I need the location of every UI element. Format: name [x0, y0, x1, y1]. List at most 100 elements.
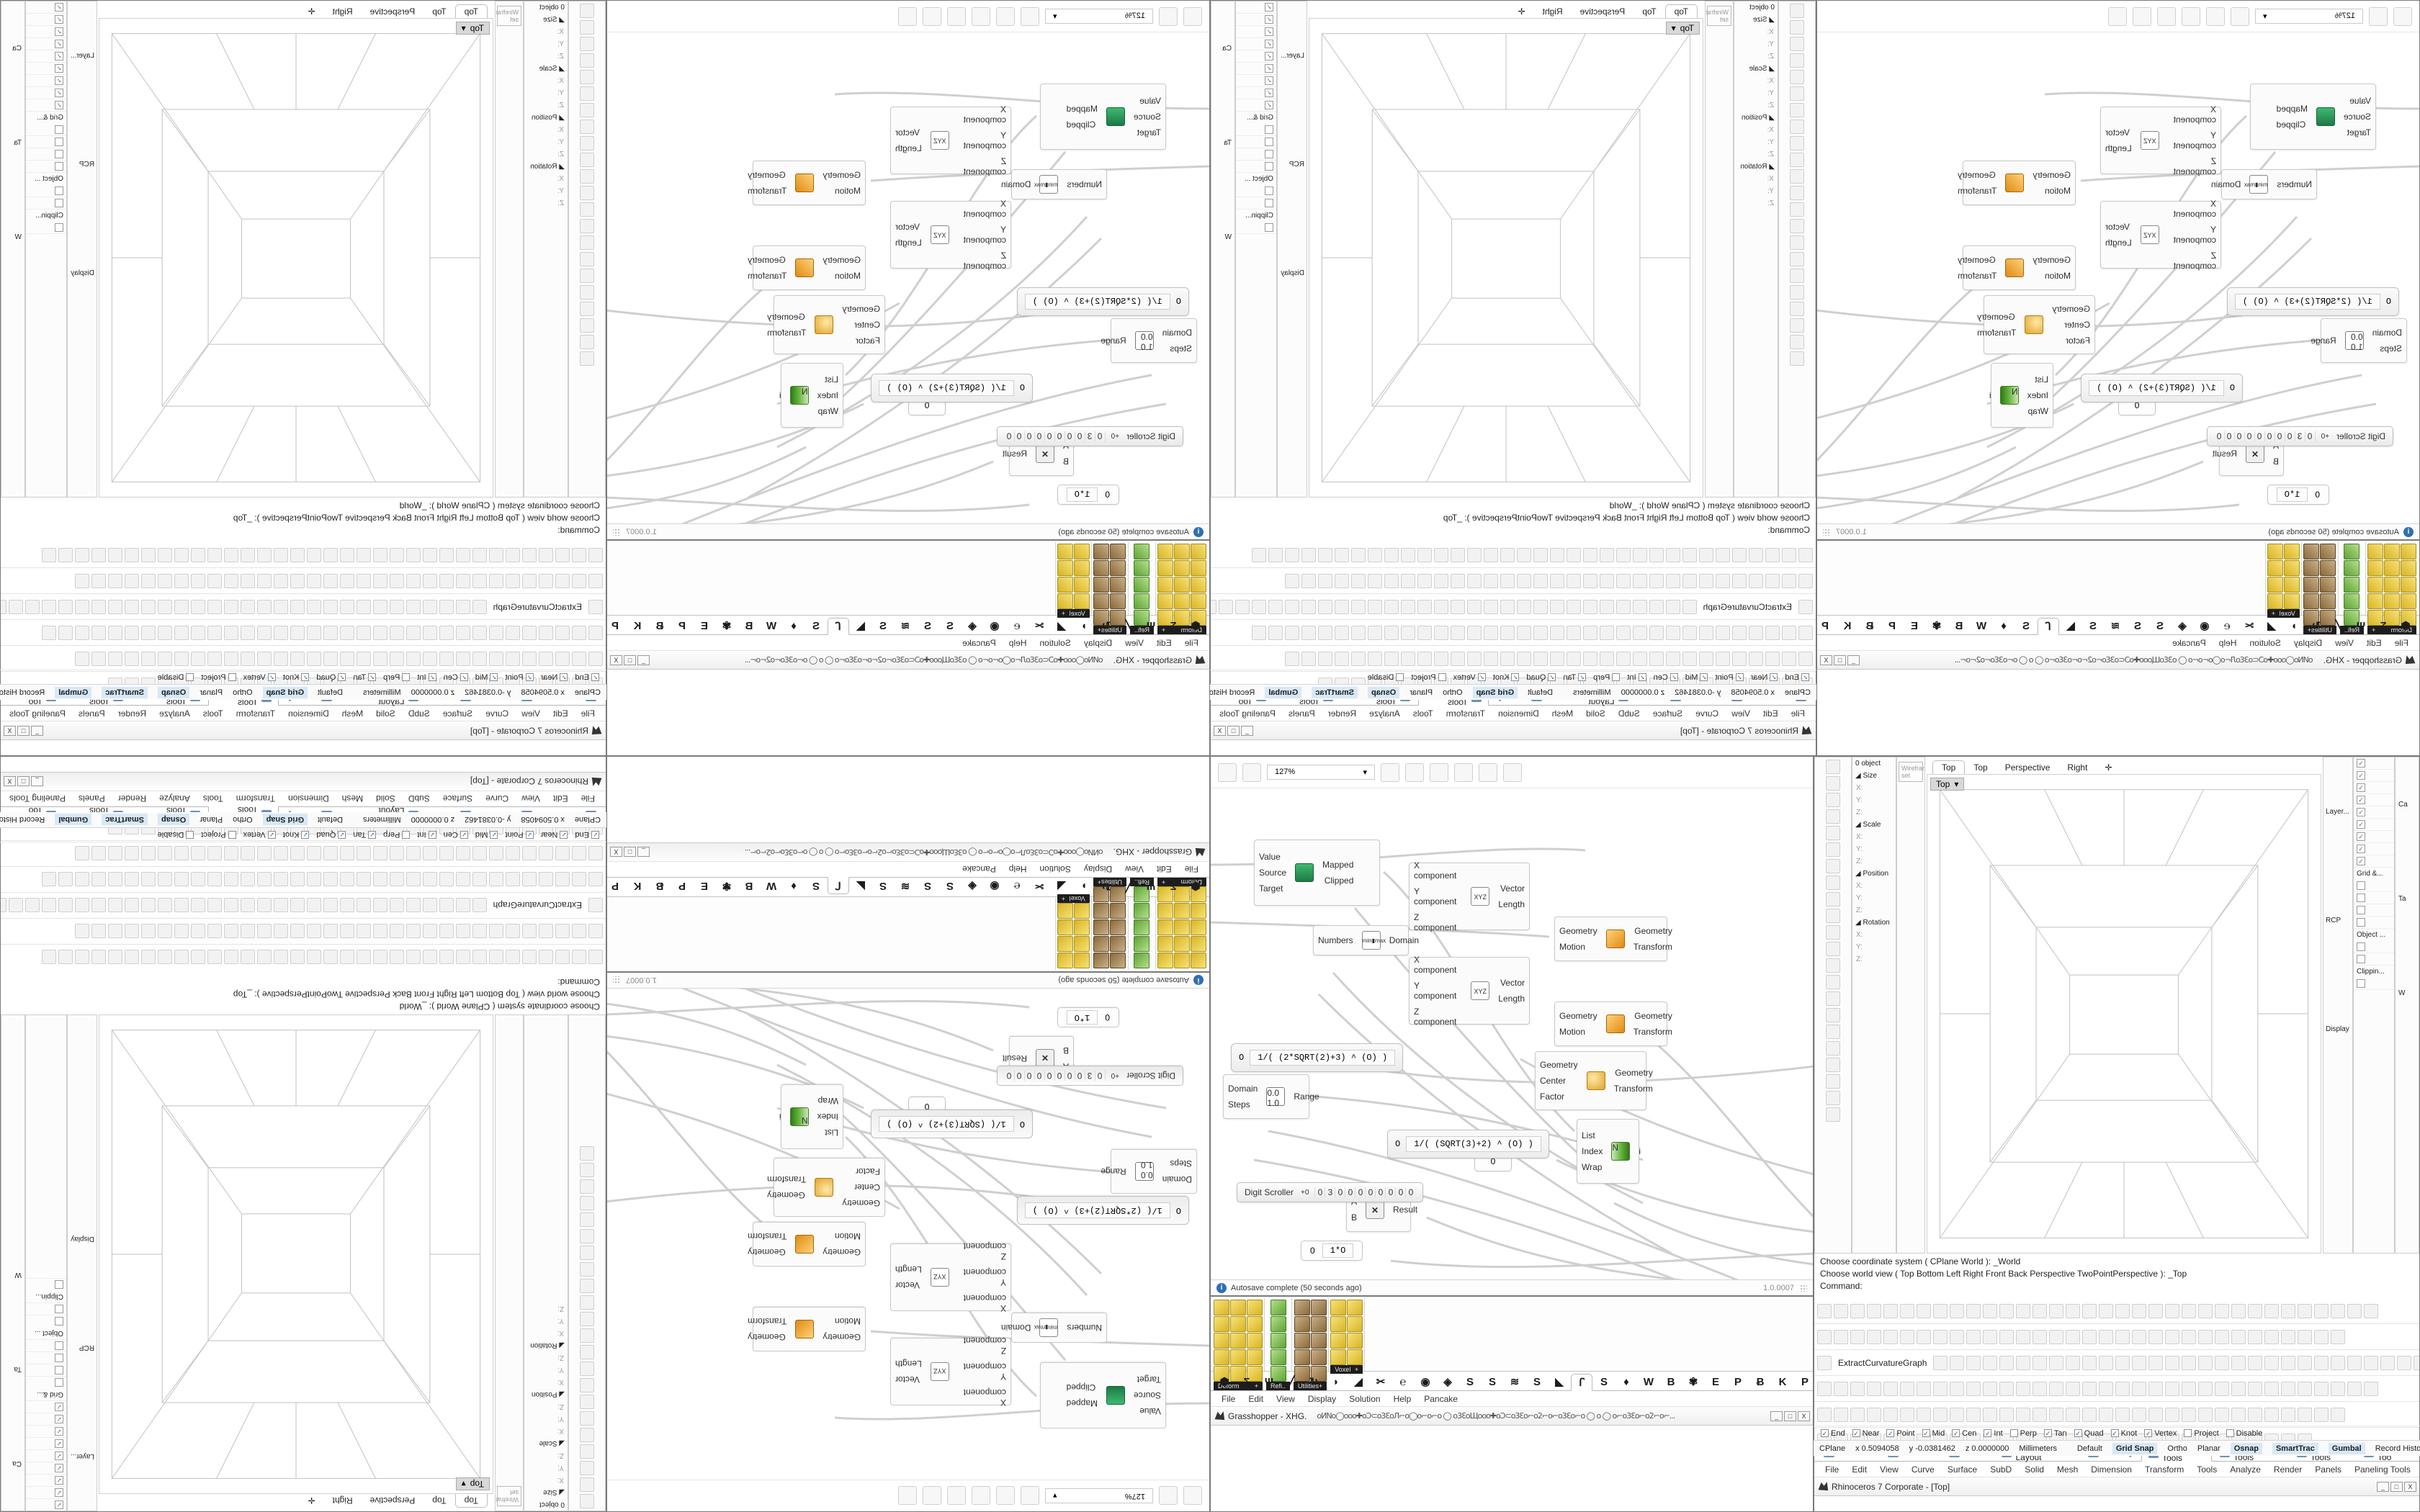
node-input-port[interactable]: Y component: [963, 1267, 1006, 1287]
toolbar-icon[interactable]: [1500, 573, 1515, 588]
left-tool-dock[interactable]: [1778, 1, 1816, 498]
node-output-port[interactable]: Vector: [1500, 883, 1525, 894]
dock-tool-icon[interactable]: [580, 1229, 594, 1243]
node-input-port[interactable]: Geometry: [1559, 926, 1597, 936]
dock-tool-icon[interactable]: [1826, 991, 1840, 1006]
dock-tool-icon[interactable]: [580, 153, 594, 167]
node-input-port[interactable]: List: [825, 374, 838, 384]
dock-tool-icon[interactable]: [580, 1395, 594, 1409]
tab-w[interactable]: W: [766, 619, 777, 632]
node-output-port[interactable]: Length: [2105, 143, 2132, 153]
osnap-project[interactable]: Project: [2184, 1429, 2219, 1438]
rhino-menu-help[interactable]: Help: [1210, 707, 1213, 720]
toolbar-icon[interactable]: [91, 950, 106, 965]
tab-lunchbox[interactable]: ◣: [856, 620, 865, 632]
toolbar-icon[interactable]: [108, 573, 122, 588]
toolbar-icon[interactable]: [390, 625, 404, 640]
toolbar-icon[interactable]: [1999, 1355, 2015, 1370]
component-icon[interactable]: [1247, 1333, 1263, 1349]
viewport-tab-perspective[interactable]: Perspective: [369, 6, 416, 17]
toolbar-icon[interactable]: [273, 599, 288, 614]
status-toggle-gridsnap[interactable]: Grid Snap: [262, 686, 308, 698]
toolbar-icon[interactable]: [41, 599, 56, 614]
gh-node-vector-xyz-1[interactable]: X component Y component Z component XYZ Vect…: [2100, 104, 2221, 176]
toolbar-icon[interactable]: [2281, 1329, 2295, 1344]
checkbox-icon[interactable]: [2357, 955, 2365, 963]
rhino-menu-transform[interactable]: Transform: [1446, 708, 1486, 719]
viewport-tab-top[interactable]: Top: [1932, 760, 1966, 775]
toolbar-icon[interactable]: [2115, 1381, 2130, 1396]
slider-digit[interactable]: 3: [1325, 1187, 1335, 1197]
component-icon[interactable]: [1157, 903, 1173, 919]
dock-tool-icon[interactable]: [1790, 136, 1804, 150]
gh-menu-file[interactable]: File: [2394, 637, 2408, 648]
component-icon[interactable]: [2303, 577, 2320, 593]
toolbar-icon[interactable]: [1284, 599, 1299, 614]
tab-pufferfish[interactable]: ♦: [791, 880, 797, 893]
toolbar-icon[interactable]: [158, 846, 172, 861]
chevron-down-icon[interactable]: ▾: [1363, 768, 1367, 777]
toolbar-icon[interactable]: [1450, 599, 1465, 614]
dock-tool-icon[interactable]: [580, 1146, 594, 1161]
checkbox-icon[interactable]: ✓: [2357, 857, 2365, 865]
toolbar-icon[interactable]: [572, 547, 586, 562]
gh-node-scale[interactable]: Geometry Center Factor Geometry Transform: [767, 295, 885, 354]
toolbar-icon[interactable]: [2148, 1381, 2163, 1396]
properties-panel-b[interactable]: Wireframe" set: [495, 1, 524, 498]
toolbar-icon[interactable]: [472, 573, 487, 588]
node-output-port[interactable]: i: [1989, 390, 1991, 400]
command-prompt[interactable]: Command:: [557, 977, 600, 987]
node-input-port[interactable]: Z component: [963, 156, 1006, 176]
toolbar-icon[interactable]: [390, 846, 404, 861]
panel-row[interactable]: ✓: [1236, 63, 1276, 75]
toolbar-icon[interactable]: [1433, 599, 1448, 614]
node-output-port[interactable]: Length: [895, 238, 922, 248]
toolbar-icon[interactable]: [339, 898, 354, 913]
node-output-port[interactable]: Vector: [895, 1374, 920, 1385]
toolbar-icon[interactable]: [472, 924, 487, 939]
gh-node-move-2[interactable]: Geometry Motion Geometry Transform: [748, 246, 866, 290]
dock-label[interactable]: RCP: [1289, 161, 1304, 168]
component-icon[interactable]: [1073, 560, 1090, 576]
toolbar-icon[interactable]: [191, 950, 205, 965]
toolbar-icon[interactable]: [1384, 573, 1399, 588]
rhino-menu-transform[interactable]: Transform: [236, 793, 276, 804]
toolbar-icon[interactable]: [191, 547, 205, 562]
tab-mesh[interactable]: ◢: [1354, 1376, 1363, 1388]
tab-e[interactable]: E: [701, 619, 709, 632]
toolbar-icon[interactable]: [2148, 1329, 2163, 1344]
toolbar-icon[interactable]: [439, 924, 454, 939]
status-toggle-gridsnap[interactable]: Grid Snap: [1472, 686, 1518, 698]
toolbar-icon[interactable]: [489, 950, 503, 965]
toolbar-icon[interactable]: [2281, 1355, 2296, 1370]
toolbar-icon[interactable]: [522, 950, 537, 965]
toolbar-icon[interactable]: [1318, 573, 1332, 588]
dock-tool-icon[interactable]: [580, 1362, 594, 1376]
toolbar-icon[interactable]: [506, 651, 520, 666]
node-input-port[interactable]: Z component: [2173, 251, 2216, 271]
node-input-port[interactable]: Y component: [963, 130, 1006, 150]
dock-tool-icon[interactable]: [1790, 335, 1804, 349]
command-prompt[interactable]: Command:: [1767, 525, 1810, 535]
component-icon[interactable]: [1347, 1316, 1363, 1332]
dock-tool-icon[interactable]: [580, 302, 594, 316]
toolbar-icon[interactable]: [1782, 651, 1796, 666]
checkbox-icon[interactable]: ✓: [338, 673, 346, 681]
toolbar-icon[interactable]: [174, 651, 189, 666]
component-icon[interactable]: [1294, 1316, 1310, 1332]
resize-grip-icon[interactable]: [1800, 1284, 1807, 1292]
node-output-port[interactable]: Transform: [748, 1231, 787, 1241]
right-dock-b[interactable]: ✓ ✓ ✓ ✓ ✓ ✓ ✓ ✓ ✓ Grid &... Object ... Clippin...: [1235, 1, 1277, 498]
dock-tool-icon[interactable]: [1826, 1074, 1840, 1089]
toolrow-2[interactable]: [1814, 1324, 2419, 1350]
toolbar-icon[interactable]: [2281, 1303, 2295, 1318]
rhino-menu-panelingtools[interactable]: Paneling Tools: [1219, 708, 1276, 719]
toolbar-icon[interactable]: [522, 573, 537, 588]
osnap-mid[interactable]: ✓ Mid: [475, 831, 498, 840]
rhino-statusbar[interactable]: CPlane x 0.5094058 y -0.0381462 z 0.0000000…: [0, 684, 606, 700]
properties-axis-row[interactable]: X:: [1852, 831, 1896, 843]
component-icon[interactable]: [2320, 544, 2336, 559]
dock-tool-icon[interactable]: [1826, 760, 1840, 774]
